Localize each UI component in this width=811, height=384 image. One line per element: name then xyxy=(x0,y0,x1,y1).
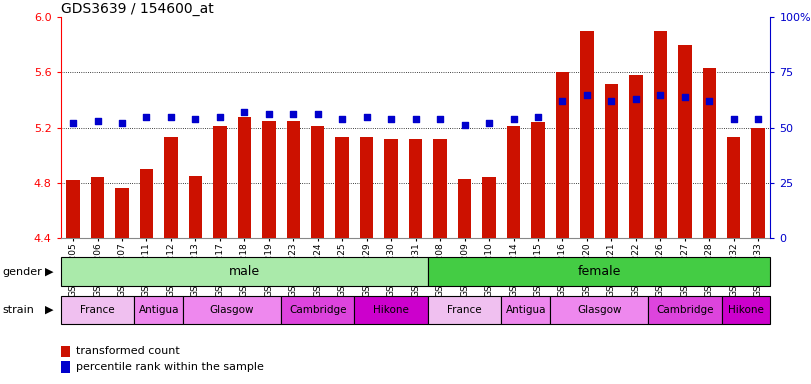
Bar xyxy=(550,296,648,324)
Point xyxy=(336,116,349,122)
Bar xyxy=(262,121,276,238)
Text: France: France xyxy=(447,305,482,315)
Point xyxy=(311,111,324,118)
Bar xyxy=(213,126,226,238)
Point xyxy=(483,120,496,126)
Bar xyxy=(678,45,692,238)
Point xyxy=(531,114,544,120)
Text: gender: gender xyxy=(2,266,42,277)
Text: male: male xyxy=(229,265,260,278)
Point xyxy=(409,116,422,122)
Point xyxy=(507,116,520,122)
Text: Cambridge: Cambridge xyxy=(289,305,346,315)
Text: Glasgow: Glasgow xyxy=(577,305,621,315)
Bar xyxy=(384,139,398,238)
Bar xyxy=(238,117,251,238)
Bar xyxy=(183,296,281,324)
Text: ▶: ▶ xyxy=(45,266,53,277)
Bar xyxy=(67,180,79,238)
Bar xyxy=(702,68,716,238)
Point xyxy=(384,116,397,122)
Bar xyxy=(311,126,324,238)
Bar xyxy=(531,122,545,238)
Point xyxy=(140,114,153,120)
Point xyxy=(213,114,226,120)
Bar xyxy=(360,137,373,238)
Bar xyxy=(281,296,354,324)
Bar xyxy=(164,137,178,238)
Bar xyxy=(629,75,642,238)
Bar xyxy=(428,257,770,286)
Text: female: female xyxy=(577,265,621,278)
Bar xyxy=(135,296,183,324)
Bar xyxy=(61,346,70,357)
Point xyxy=(262,111,275,118)
Point xyxy=(581,91,594,98)
Point xyxy=(165,114,178,120)
Bar xyxy=(61,296,135,324)
Point xyxy=(67,120,79,126)
Point xyxy=(629,96,642,102)
Text: percentile rank within the sample: percentile rank within the sample xyxy=(76,362,264,372)
Bar xyxy=(648,296,722,324)
Bar xyxy=(91,177,105,238)
Bar xyxy=(727,137,740,238)
Bar xyxy=(556,73,569,238)
Bar xyxy=(409,139,423,238)
Bar xyxy=(722,296,770,324)
Point xyxy=(458,122,471,129)
Bar xyxy=(336,137,349,238)
Point xyxy=(360,114,373,120)
Point xyxy=(556,98,569,104)
Bar xyxy=(605,84,618,238)
Bar xyxy=(354,296,428,324)
Point xyxy=(434,116,447,122)
Bar xyxy=(139,169,153,238)
Bar xyxy=(654,31,667,238)
Point xyxy=(189,116,202,122)
Bar xyxy=(286,121,300,238)
Text: ▶: ▶ xyxy=(45,305,53,315)
Bar xyxy=(433,139,447,238)
Bar xyxy=(458,179,471,238)
Point xyxy=(678,94,691,100)
Bar xyxy=(61,257,428,286)
Point xyxy=(287,111,300,118)
Text: Antigua: Antigua xyxy=(139,305,179,315)
Bar xyxy=(61,361,70,373)
Text: Glasgow: Glasgow xyxy=(210,305,255,315)
Text: France: France xyxy=(80,305,115,315)
Bar xyxy=(507,126,520,238)
Point xyxy=(703,98,716,104)
Point xyxy=(727,116,740,122)
Bar xyxy=(428,296,501,324)
Bar xyxy=(115,189,129,238)
Point xyxy=(752,116,765,122)
Bar xyxy=(189,176,202,238)
Text: Cambridge: Cambridge xyxy=(656,305,714,315)
Point xyxy=(115,120,128,126)
Text: Hikone: Hikone xyxy=(728,305,764,315)
Point xyxy=(605,98,618,104)
Text: strain: strain xyxy=(2,305,34,315)
Bar xyxy=(580,31,594,238)
Point xyxy=(238,109,251,115)
Text: Hikone: Hikone xyxy=(373,305,409,315)
Bar xyxy=(752,128,765,238)
Text: GDS3639 / 154600_at: GDS3639 / 154600_at xyxy=(61,2,213,16)
Point xyxy=(91,118,104,124)
Bar xyxy=(483,177,496,238)
Point xyxy=(654,91,667,98)
Text: transformed count: transformed count xyxy=(76,346,180,356)
Bar xyxy=(501,296,550,324)
Text: Antigua: Antigua xyxy=(505,305,546,315)
